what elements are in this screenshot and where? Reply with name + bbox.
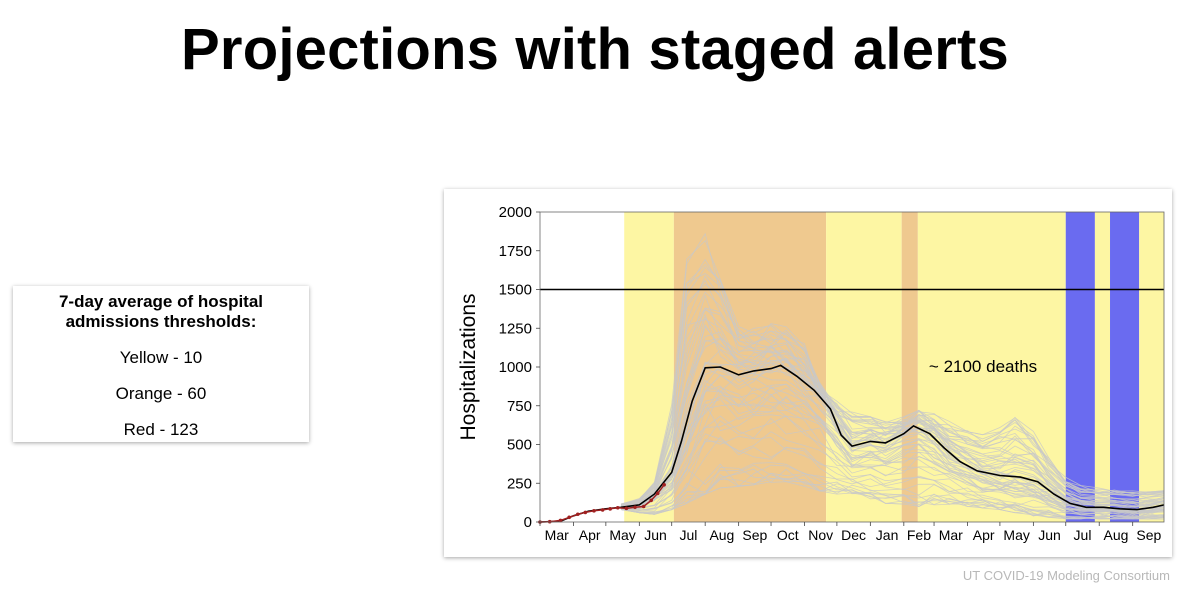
alert-band-red xyxy=(1110,212,1140,522)
projection-trajectory xyxy=(620,431,1165,517)
projection-trajectory xyxy=(620,338,1165,508)
observed-point xyxy=(575,512,580,517)
x-tick-label: Jul xyxy=(1074,527,1092,543)
y-axis-label: Hospitalizations xyxy=(457,293,480,440)
observed-point xyxy=(633,505,637,510)
thresholds-legend-box: 7-day average of hospital admissions thr… xyxy=(13,286,309,442)
projection-trajectory xyxy=(620,266,1165,506)
x-tick-label: Jun xyxy=(644,527,667,543)
chart-panel: 0 250 500 750 1000 1250 1500 1750 2000 Mar Apr May J… xyxy=(444,189,1172,557)
observed-point xyxy=(649,498,653,503)
y-tick-label: 250 xyxy=(507,475,532,492)
alert-band-yellow xyxy=(917,212,1066,522)
threshold-red: Red - 123 xyxy=(123,420,199,439)
x-tick-label: Jun xyxy=(1038,527,1061,543)
observed-point xyxy=(608,507,612,511)
projection-trajectory xyxy=(620,403,1165,514)
x-tick-label: Nov xyxy=(808,527,833,543)
alert-band-yellow xyxy=(1094,212,1111,522)
x-tick-label: Mar xyxy=(939,527,963,543)
median-projection-line xyxy=(539,364,1165,523)
alert-band-red xyxy=(1065,212,1095,522)
y-tick-label: 500 xyxy=(507,437,532,454)
projection-trajectory xyxy=(620,331,1165,507)
x-tick-label: Aug xyxy=(709,527,734,543)
observed-point xyxy=(558,518,563,523)
y-tick-label: 1000 xyxy=(499,359,532,376)
y-tick-label: 1750 xyxy=(499,243,532,260)
y-tick-label: 1500 xyxy=(499,282,532,299)
threshold-orange: Orange - 60 xyxy=(115,384,207,403)
x-tick-label: May xyxy=(1003,527,1029,543)
observed-point xyxy=(624,506,629,511)
projection-trajectory xyxy=(620,436,1165,519)
x-tick-label: Apr xyxy=(579,527,601,543)
x-tick-label: Dec xyxy=(841,527,866,543)
x-tick-label: Jul xyxy=(679,527,697,543)
projection-trajectory xyxy=(620,415,1165,516)
y-tick-label: 0 xyxy=(524,514,532,531)
x-tick-label: Sep xyxy=(1136,527,1161,543)
x-tick-label: Oct xyxy=(777,527,799,543)
observed-point xyxy=(600,508,605,512)
observed-point xyxy=(641,504,646,509)
projection-trajectory xyxy=(620,385,1165,513)
alert-band-yellow xyxy=(1139,212,1164,522)
projection-trajectory xyxy=(620,468,1165,520)
x-tick-label: Aug xyxy=(1103,527,1128,543)
observed-point xyxy=(567,515,571,520)
x-tick-label: Mar xyxy=(545,527,569,543)
y-tick-label: 1250 xyxy=(499,320,532,337)
observed-point xyxy=(615,505,620,510)
alert-band-orange xyxy=(901,212,918,522)
observed-point xyxy=(592,509,596,513)
deaths-annotation: ~ 2100 deaths xyxy=(929,357,1037,376)
projection-trajectory xyxy=(620,462,1165,519)
x-tick-label: May xyxy=(609,527,635,543)
observed-point xyxy=(583,510,588,515)
x-tick-label: Apr xyxy=(973,527,995,543)
x-tick-label: Feb xyxy=(907,527,931,543)
projection-trajectory xyxy=(620,359,1165,510)
projection-trajectory xyxy=(620,337,1165,507)
thresholds-heading: 7-day average of hospital admissions thr… xyxy=(58,292,264,331)
hospitalizations-chart: 0 250 500 750 1000 1250 1500 1750 2000 Mar Apr May J… xyxy=(457,204,1165,543)
x-tick-label: Sep xyxy=(742,527,767,543)
x-tick-label: Jan xyxy=(876,527,899,543)
y-tick-label: 750 xyxy=(507,398,532,415)
credit-text: UT COVID-19 Modeling Consortium xyxy=(962,568,1170,583)
slide-title: Projections with staged alerts xyxy=(181,17,1009,82)
projection-trajectory xyxy=(620,263,1165,505)
observed-point xyxy=(662,483,666,487)
projection-trajectory xyxy=(620,279,1165,506)
observed-point xyxy=(655,491,660,496)
projection-trajectory xyxy=(620,307,1165,506)
y-tick-label: 2000 xyxy=(499,204,532,221)
alert-band-yellow xyxy=(826,212,902,522)
projection-trajectory xyxy=(620,239,1165,505)
projection-trajectory xyxy=(620,409,1165,516)
observed-line xyxy=(539,484,665,523)
threshold-yellow: Yellow - 10 xyxy=(119,348,203,367)
